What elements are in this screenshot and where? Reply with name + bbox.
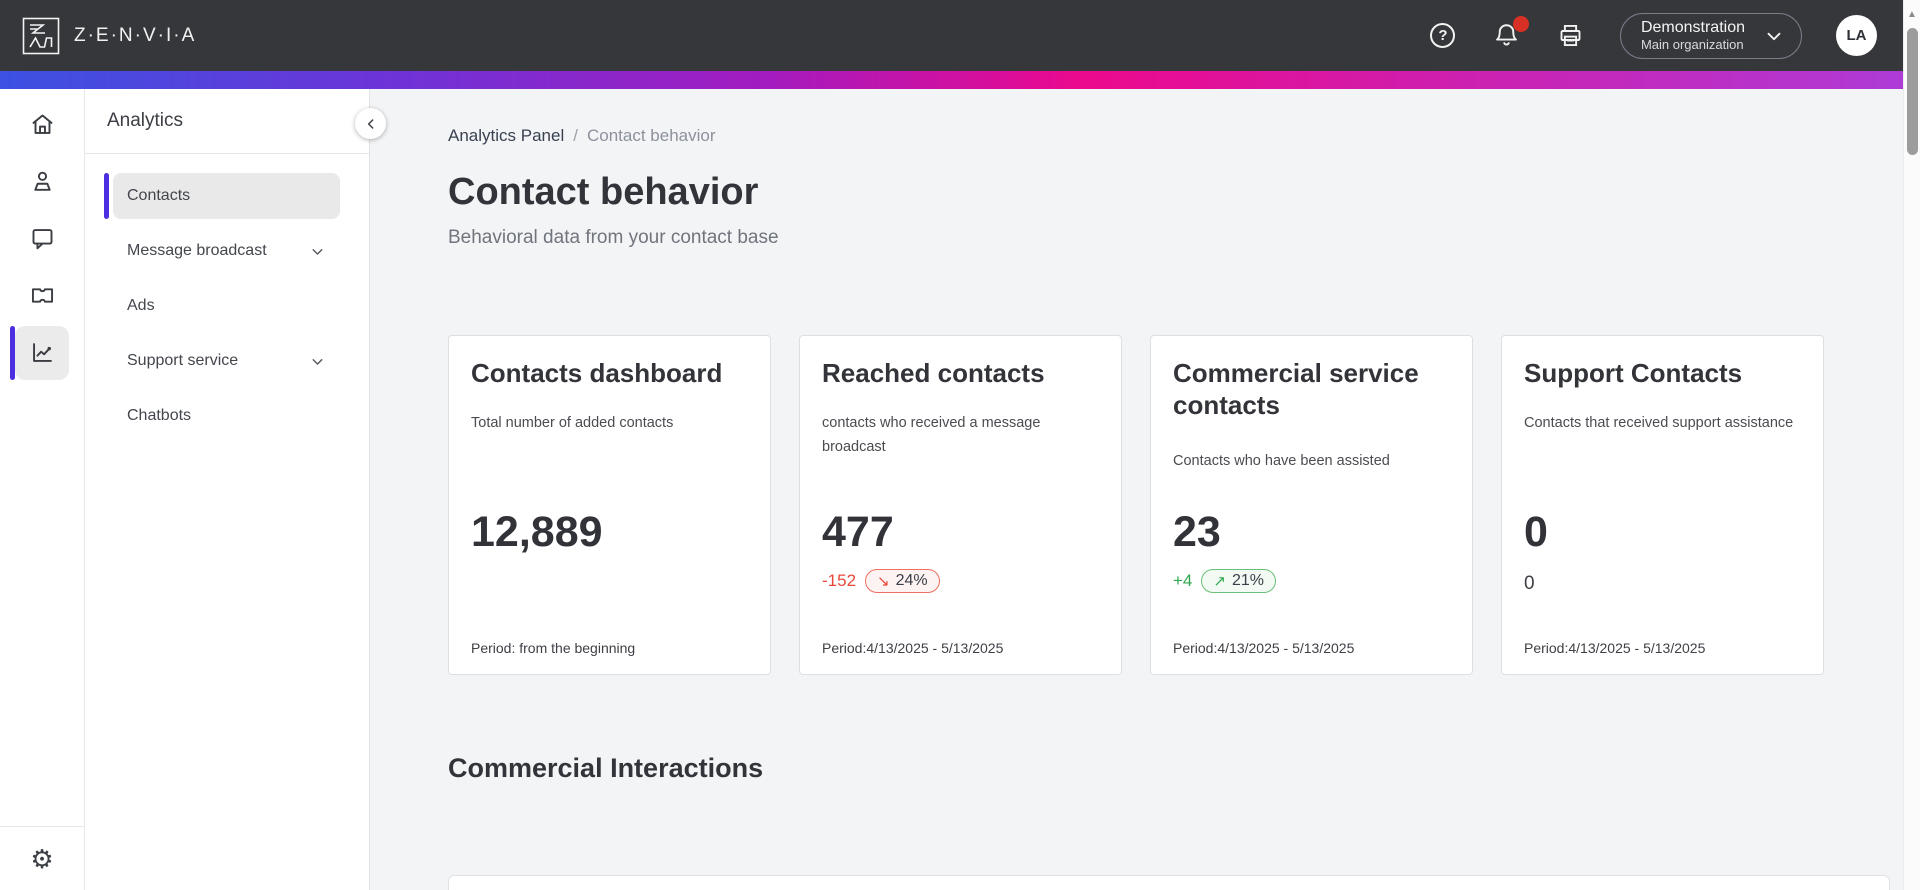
panel-divider xyxy=(85,153,369,154)
card-support-contacts: Support Contacts Contacts that received … xyxy=(1501,335,1824,675)
main-content: Analytics Panel / Contact behavior Conta… xyxy=(370,89,1903,890)
panel-title: Analytics xyxy=(107,110,184,131)
rail-item-settings[interactable]: ⚙ xyxy=(0,826,84,890)
scrollbar-thumb[interactable] xyxy=(1907,28,1918,155)
section-heading-commercial-interactions: Commercial Interactions xyxy=(448,753,764,783)
help-button[interactable]: ? xyxy=(1428,21,1458,51)
topbar: Z·E·N·V·I·A ? xyxy=(0,0,1903,71)
menu-item-message-broadcast[interactable]: Message broadcast xyxy=(113,228,340,274)
card-description: contacts who received a message broadcas… xyxy=(822,415,1041,455)
page-title: Contact behavior xyxy=(448,171,759,213)
app-body: ⚙ Analytics Contacts Message broadcast A… xyxy=(0,89,1903,890)
kpi-cards-row: Contacts dashboard Total number of added… xyxy=(448,335,1824,675)
help-icon: ? xyxy=(1430,23,1456,48)
trend-percentage: 21% xyxy=(1231,572,1264,589)
organization-subtitle: Main organization xyxy=(1640,37,1744,52)
menu-item-label: Ads xyxy=(127,297,155,314)
home-icon xyxy=(29,111,56,138)
bell-icon xyxy=(1493,22,1520,49)
breadcrumb-current: Contact behavior xyxy=(586,126,716,145)
active-rail-indicator xyxy=(9,326,15,380)
menu-item-label: Chatbots xyxy=(127,407,192,424)
card-value: 0 xyxy=(1524,508,1548,556)
chevron-down-icon xyxy=(309,243,326,260)
trend-percentage: 24% xyxy=(895,572,928,589)
line-chart-icon xyxy=(29,339,56,366)
organization-name: Demonstration xyxy=(1640,19,1745,36)
person-icon xyxy=(29,168,56,195)
chevron-down-icon xyxy=(1763,25,1785,47)
printer-icon xyxy=(1557,22,1584,49)
organization-switcher[interactable]: Demonstration Main organization xyxy=(1619,12,1802,59)
delta-value: -152 xyxy=(822,571,857,590)
card-contacts-dashboard: Contacts dashboard Total number of added… xyxy=(448,335,771,675)
rail-item-conversations[interactable] xyxy=(0,210,85,267)
menu-item-ads[interactable]: Ads xyxy=(113,283,340,329)
card-value: 12,889 xyxy=(471,508,603,556)
rail-item-contacts[interactable] xyxy=(0,153,85,210)
trend-badge: ↗ 21% xyxy=(1201,569,1276,593)
zenvia-logo-text: Z·E·N·V·I·A xyxy=(74,24,197,46)
delta-value: +4 xyxy=(1173,571,1193,590)
card-secondary-value: 0 xyxy=(1524,573,1535,594)
trend-down-icon: ↘ xyxy=(877,572,890,590)
print-button[interactable] xyxy=(1556,21,1586,51)
card-title: Contacts dashboard xyxy=(471,358,723,388)
scroll-up-arrow[interactable]: ▲ xyxy=(1907,9,1917,20)
card-reached-contacts: Reached contacts contacts who received a… xyxy=(799,335,1122,675)
card-commercial-service-contacts: Commercial service contacts Contacts who… xyxy=(1150,335,1473,675)
menu-item-label: Support service xyxy=(127,352,239,369)
organization-texts: Demonstration Main organization xyxy=(1641,18,1745,53)
card-value: 477 xyxy=(822,508,894,556)
gear-icon: ⚙ xyxy=(30,843,54,874)
zenvia-logo[interactable]: Z·E·N·V·I·A xyxy=(22,17,196,55)
user-avatar[interactable]: LA xyxy=(1836,15,1877,56)
card-delta: +4 ↗ 21% xyxy=(1173,569,1276,593)
topbar-actions: ? Demonstration xyxy=(1428,12,1877,59)
breadcrumb-analytics-panel[interactable]: Analytics Panel xyxy=(448,126,565,145)
page-subtitle: Behavioral data from your contact base xyxy=(448,227,779,248)
zenvia-logo-icon xyxy=(22,17,60,55)
card-period: Period:4/13/2025 - 5/13/2025 xyxy=(1173,640,1355,656)
rail-item-tickets[interactable] xyxy=(0,267,85,324)
active-menu-indicator xyxy=(104,173,109,219)
analytics-menu-panel: Analytics Contacts Message broadcast Ads… xyxy=(85,89,370,890)
ticket-icon xyxy=(29,282,56,309)
brand-gradient-bar xyxy=(0,71,1903,89)
notification-badge xyxy=(1512,15,1529,32)
rail-item-home[interactable] xyxy=(0,96,85,153)
breadcrumb: Analytics Panel / Contact behavior xyxy=(448,89,1903,146)
card-period: Period:4/13/2025 - 5/13/2025 xyxy=(822,640,1004,656)
breadcrumb-separator: / xyxy=(573,126,578,145)
icon-rail: ⚙ xyxy=(0,89,85,890)
card-value: 23 xyxy=(1173,508,1221,556)
card-period: Period:4/13/2025 - 5/13/2025 xyxy=(1524,640,1706,656)
chevron-left-icon xyxy=(363,116,379,132)
analytics-menu: Contacts Message broadcast Ads Support s… xyxy=(85,173,369,439)
card-delta: -152 ↘ 24% xyxy=(822,569,940,593)
panel-collapse-button[interactable] xyxy=(355,108,386,139)
scrollbar[interactable]: ▲ xyxy=(1903,0,1920,890)
commercial-interactions-panel xyxy=(448,875,1890,890)
active-rail-highlight xyxy=(15,325,69,380)
menu-item-support-service[interactable]: Support service xyxy=(113,338,340,384)
rail-item-analytics[interactable] xyxy=(0,324,85,381)
menu-item-label: Message broadcast xyxy=(127,242,267,259)
menu-item-chatbots[interactable]: Chatbots xyxy=(113,393,340,439)
card-period: Period: from the beginning xyxy=(471,640,636,656)
trend-up-icon: ↗ xyxy=(1213,572,1226,590)
chat-icon xyxy=(29,225,56,252)
card-title: Support Contacts xyxy=(1524,358,1743,388)
menu-item-label: Contacts xyxy=(127,187,191,204)
menu-item-contacts[interactable]: Contacts xyxy=(104,173,340,219)
chevron-down-icon xyxy=(309,353,326,370)
card-description: Contacts that received support assistanc… xyxy=(1524,415,1794,431)
card-description: Total number of added contacts xyxy=(471,415,674,431)
trend-badge: ↘ 24% xyxy=(865,569,940,593)
card-description: Contacts who have been assisted xyxy=(1173,453,1390,469)
card-title: Commercial service contacts xyxy=(1173,358,1419,420)
notifications-button[interactable] xyxy=(1492,15,1529,51)
card-title: Reached contacts xyxy=(822,358,1045,388)
